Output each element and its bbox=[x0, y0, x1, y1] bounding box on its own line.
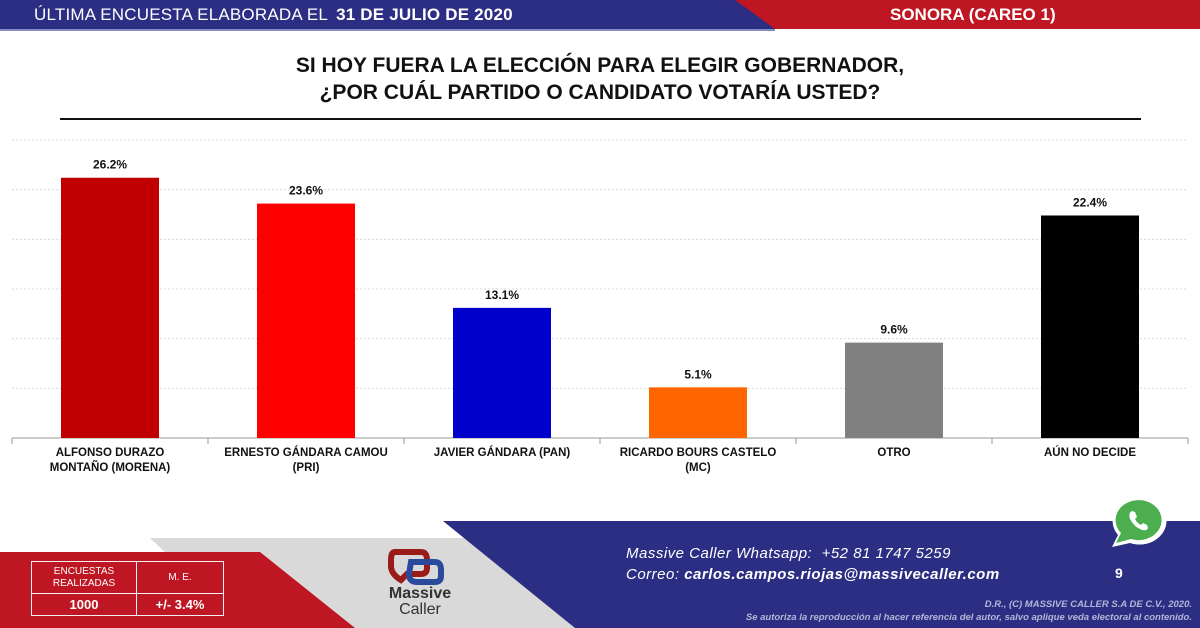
data-label: 22.4% bbox=[1073, 195, 1107, 209]
category-label: ERNESTO GÁNDARA CAMOU (PRI) bbox=[208, 446, 404, 476]
survey-date: 31 DE JULIO DE 2020 bbox=[336, 5, 513, 24]
category-label: ALFONSO DURAZO MONTAÑO (MORENA) bbox=[12, 446, 208, 476]
category-label-line: JAVIER GÁNDARA (PAN) bbox=[433, 447, 571, 459]
email-contact: Correo: carlos.campos.riojas@massivecall… bbox=[626, 566, 1000, 583]
header-underline bbox=[0, 29, 775, 31]
category-label: AÚN NO DECIDE bbox=[992, 446, 1188, 461]
survey-stats-table: ENCUESTAS REALIZADAS M. E. 1000 +/- 3.4% bbox=[31, 561, 224, 616]
bar bbox=[845, 342, 943, 438]
data-label: 23.6% bbox=[289, 184, 323, 198]
whatsapp-number: +52 81 1747 5259 bbox=[821, 545, 951, 562]
whatsapp-label: Massive Caller Whatsapp: bbox=[626, 545, 813, 562]
whatsapp-contact: Massive Caller Whatsapp: +52 81 1747 525… bbox=[626, 545, 951, 562]
category-label-line: OTRO bbox=[877, 447, 911, 459]
surveys-header-2: REALIZADAS bbox=[52, 577, 116, 589]
category-label: OTRO bbox=[796, 446, 992, 461]
bar bbox=[453, 307, 551, 438]
logo-line-2: Caller bbox=[399, 601, 441, 618]
date-prefix: ÚLTIMA ENCUESTA ELABORADA EL bbox=[34, 5, 329, 24]
massive-caller-logo: Massive Caller bbox=[375, 548, 465, 618]
title-rule bbox=[60, 118, 1141, 120]
category-label-line: (PRI) bbox=[292, 462, 320, 474]
data-label: 26.2% bbox=[93, 158, 127, 172]
reproduction-notice: Se autoriza la reproducción al hacer ref… bbox=[745, 612, 1192, 623]
title-line-2: ¿POR CUÁL PARTIDO O CANDIDATO VOTARÍA US… bbox=[319, 81, 881, 104]
header-region-bar bbox=[735, 0, 1200, 29]
data-label: 5.1% bbox=[684, 367, 712, 381]
category-label-line: MONTAÑO (MORENA) bbox=[49, 462, 171, 474]
chart-title: SI HOY FUERA LA ELECCIÓN PARA ELEGIR GOB… bbox=[0, 52, 1200, 106]
category-label-line: RICARDO BOURS CASTELO bbox=[619, 447, 777, 459]
data-label: 9.6% bbox=[880, 323, 908, 337]
category-label-line: AÚN NO DECIDE bbox=[1043, 447, 1136, 459]
bar bbox=[61, 177, 159, 438]
email-link[interactable]: carlos.campos.riojas@massivecaller.com bbox=[684, 566, 1000, 583]
data-label: 13.1% bbox=[485, 288, 519, 302]
logo-line-1: Massive bbox=[388, 585, 452, 602]
bar bbox=[1041, 215, 1139, 438]
margin-header: M. E. bbox=[136, 561, 224, 594]
category-label: JAVIER GÁNDARA (PAN) bbox=[404, 446, 600, 461]
whatsapp-icon bbox=[1112, 496, 1167, 547]
region-label: SONORA (CAREO 1) bbox=[890, 5, 1056, 24]
title-line-1: SI HOY FUERA LA ELECCIÓN PARA ELEGIR GOB… bbox=[295, 54, 905, 77]
surveys-header: ENCUESTAS REALIZADAS bbox=[31, 561, 137, 594]
bar bbox=[649, 387, 747, 438]
email-label: Correo: bbox=[626, 566, 680, 583]
copyright-line: D.R., (C) MASSIVE CALLER S.A DE C.V., 20… bbox=[984, 599, 1192, 610]
surveys-value: 1000 bbox=[31, 593, 137, 616]
surveys-header-1: ENCUESTAS bbox=[53, 565, 115, 577]
survey-date-text: ÚLTIMA ENCUESTA ELABORADA EL 31 DE JULIO … bbox=[34, 5, 513, 25]
category-label-line: (MC) bbox=[685, 462, 711, 474]
margin-value: +/- 3.4% bbox=[136, 593, 224, 616]
page-number: 9 bbox=[1115, 565, 1123, 581]
category-label-line: ERNESTO GÁNDARA CAMOU bbox=[224, 447, 388, 459]
category-label-line: ALFONSO DURAZO bbox=[55, 447, 165, 459]
category-label: RICARDO BOURS CASTELO (MC) bbox=[600, 446, 796, 476]
logo-icon bbox=[388, 549, 444, 585]
bar bbox=[257, 203, 355, 438]
